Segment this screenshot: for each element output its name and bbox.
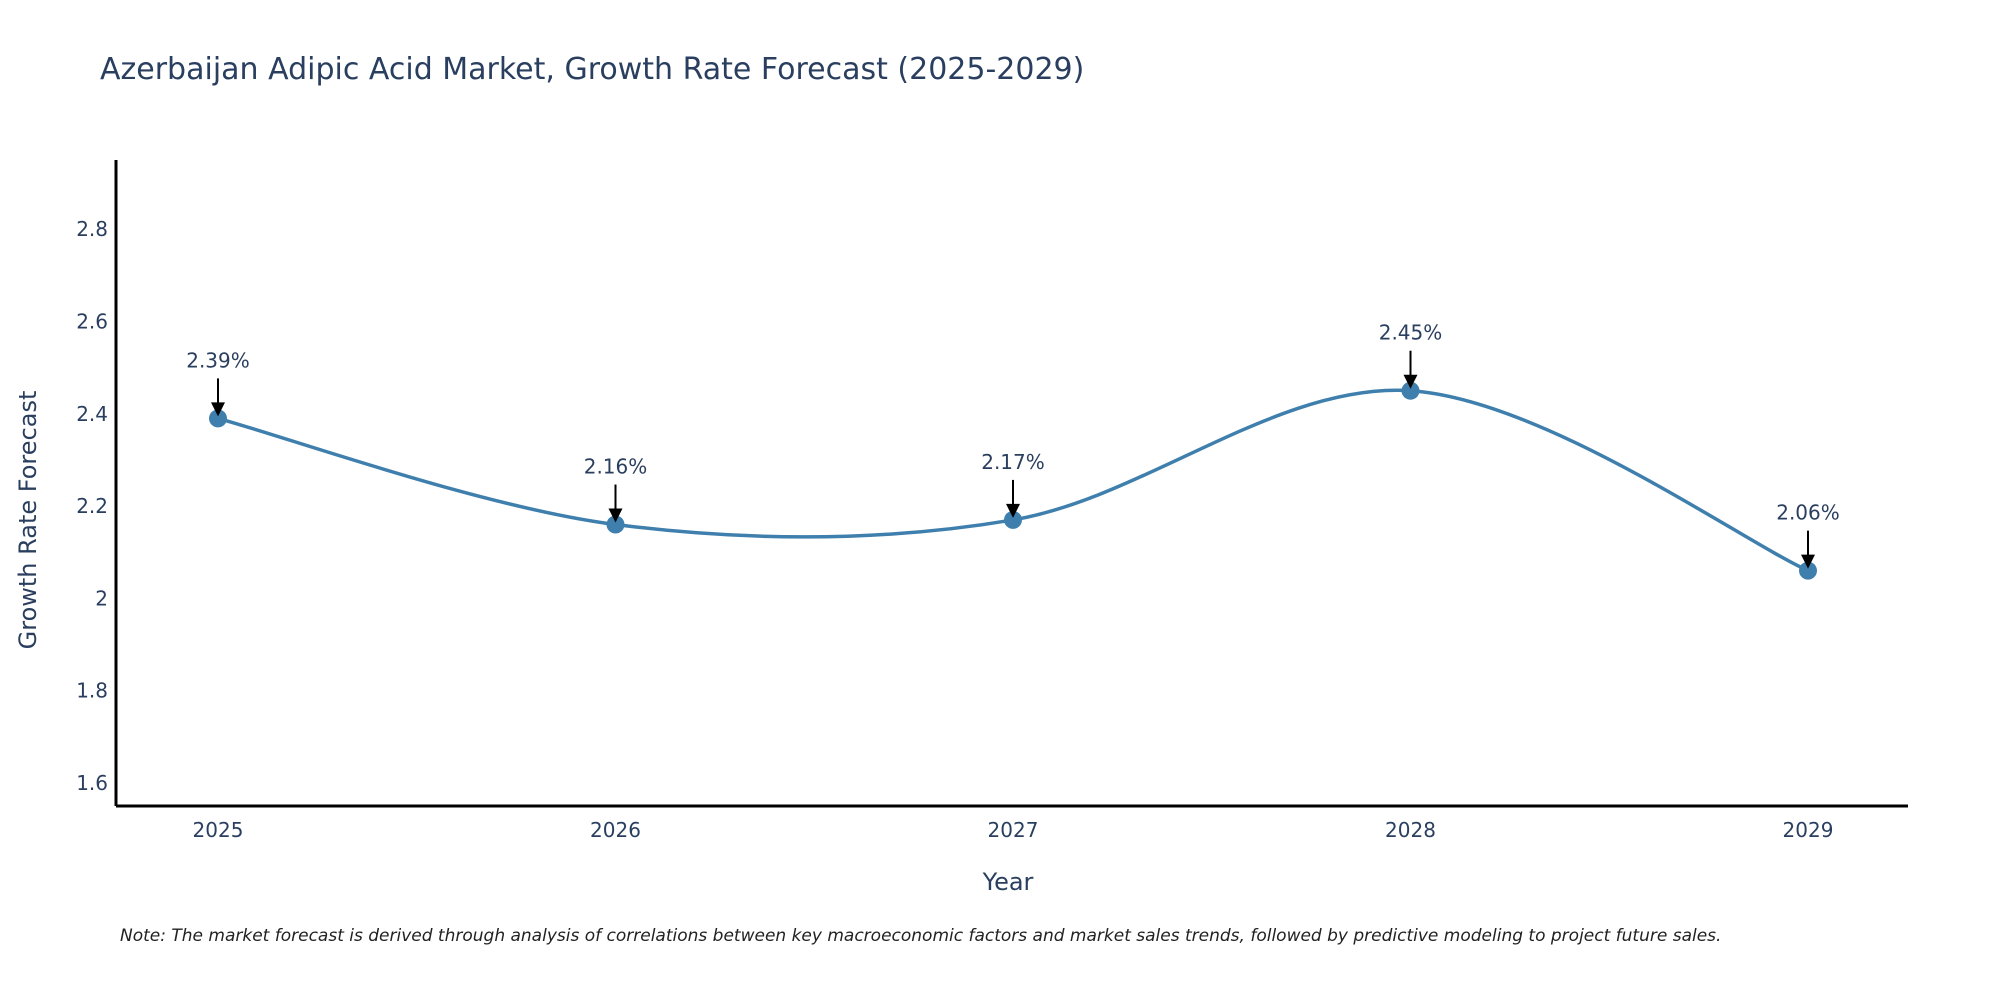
x-tick-label: 2026 — [590, 818, 641, 842]
y-tick-label: 1.6 — [76, 771, 108, 795]
y-tick-label: 2.2 — [76, 494, 108, 518]
x-tick-label: 2025 — [193, 818, 244, 842]
annotation-arrowhead — [1006, 503, 1020, 518]
data-label: 2.06% — [1776, 501, 1840, 525]
annotation-arrowhead — [211, 402, 225, 417]
annotation-arrowhead — [608, 508, 623, 523]
data-label: 2.17% — [981, 450, 1045, 474]
x-tick-label: 2029 — [1783, 818, 1834, 842]
plot-area: 1.6 1.8 2 2.2 2.4 2.6 2.8 2025 2026 2027 2028 2029 2… — [76, 160, 1908, 842]
data-label: 2.16% — [584, 455, 648, 479]
x-axis-title: Year — [982, 868, 1034, 896]
data-point — [606, 515, 625, 534]
y-axis-title: Growth Rate Forecast — [14, 391, 42, 650]
data-label: 2.45% — [1379, 321, 1443, 345]
data-point — [1401, 381, 1420, 400]
y-tick-label: 2.4 — [76, 402, 108, 426]
y-tick-label: 1.8 — [76, 679, 108, 703]
x-tick-label: 2027 — [988, 818, 1039, 842]
data-point — [209, 409, 227, 428]
data-point — [1799, 561, 1817, 580]
x-tick-label: 2028 — [1385, 818, 1436, 842]
annotation-arrowhead — [1403, 374, 1418, 389]
annotation-arrowhead — [1801, 554, 1815, 569]
footnote: Note: The market forecast is derived thr… — [120, 926, 1721, 946]
y-tick-label: 2.8 — [76, 217, 108, 241]
y-tick-label: 2.6 — [76, 310, 108, 334]
y-tick-label: 2 — [95, 586, 108, 610]
chart-title: Azerbaijan Adipic Acid Market, Growth Ra… — [100, 52, 1084, 87]
data-label: 2.39% — [186, 348, 250, 372]
data-point — [1004, 510, 1022, 529]
